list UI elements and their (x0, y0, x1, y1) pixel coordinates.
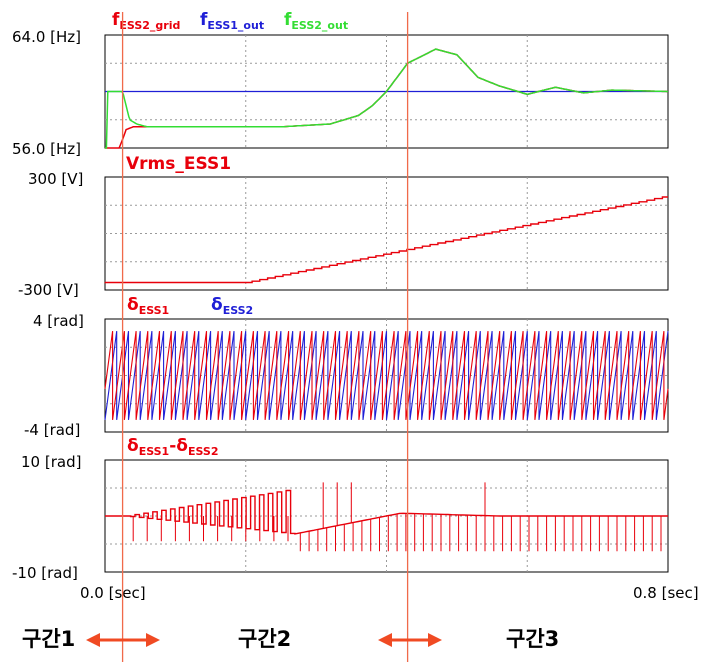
legend-f-ess2-out: fESS2_out (284, 10, 348, 32)
volt-ymax-label: 300 [V] (28, 170, 83, 188)
angle-ymin-label: -4 [rad] (24, 421, 80, 439)
diff-ymax-label: 10 [rad] (21, 453, 81, 471)
legend-f-ess2-grid: fESS2_grid (112, 10, 180, 32)
freq-trace-ess2-out (105, 48, 668, 149)
double-arrow-2 (378, 633, 442, 647)
vrms-title: Vrms_ESS1 (126, 154, 231, 174)
delta-diff-spikes (132, 482, 662, 552)
legend-f-ess1-out: fESS1_out (200, 10, 264, 32)
x-start-label: 0.0 [sec] (80, 584, 146, 602)
zone-label-1: 구간1 (22, 627, 75, 651)
delta-ess1-trace (104, 331, 669, 420)
volt-ymin-label: -300 [V] (18, 281, 79, 299)
zone-label-3: 구간3 (506, 627, 559, 651)
freq-trace-ess2-grid (105, 48, 668, 149)
angle-ymax-label: 4 [rad] (33, 312, 84, 330)
diff-ymin-label: -10 [rad] (12, 564, 78, 582)
legend-delta-diff: δESS1-δESS2 (127, 436, 219, 458)
double-arrow-1 (86, 633, 160, 647)
freq-ymin-label: 56.0 [Hz] (12, 140, 81, 158)
vrms-trace (104, 196, 668, 284)
x-end-label: 0.8 [sec] (633, 584, 699, 602)
freq-ymax-label: 64.0 [Hz] (12, 28, 81, 46)
delta-ess2-trace (104, 331, 669, 420)
zone-label-2: 구간2 (238, 627, 291, 651)
traces (104, 48, 669, 552)
grid-lines (105, 35, 668, 572)
delta-diff-trace (105, 489, 668, 535)
legend-delta-ess1: δESS1 (127, 295, 169, 317)
legend-delta-ess2: δESS2 (211, 295, 253, 317)
